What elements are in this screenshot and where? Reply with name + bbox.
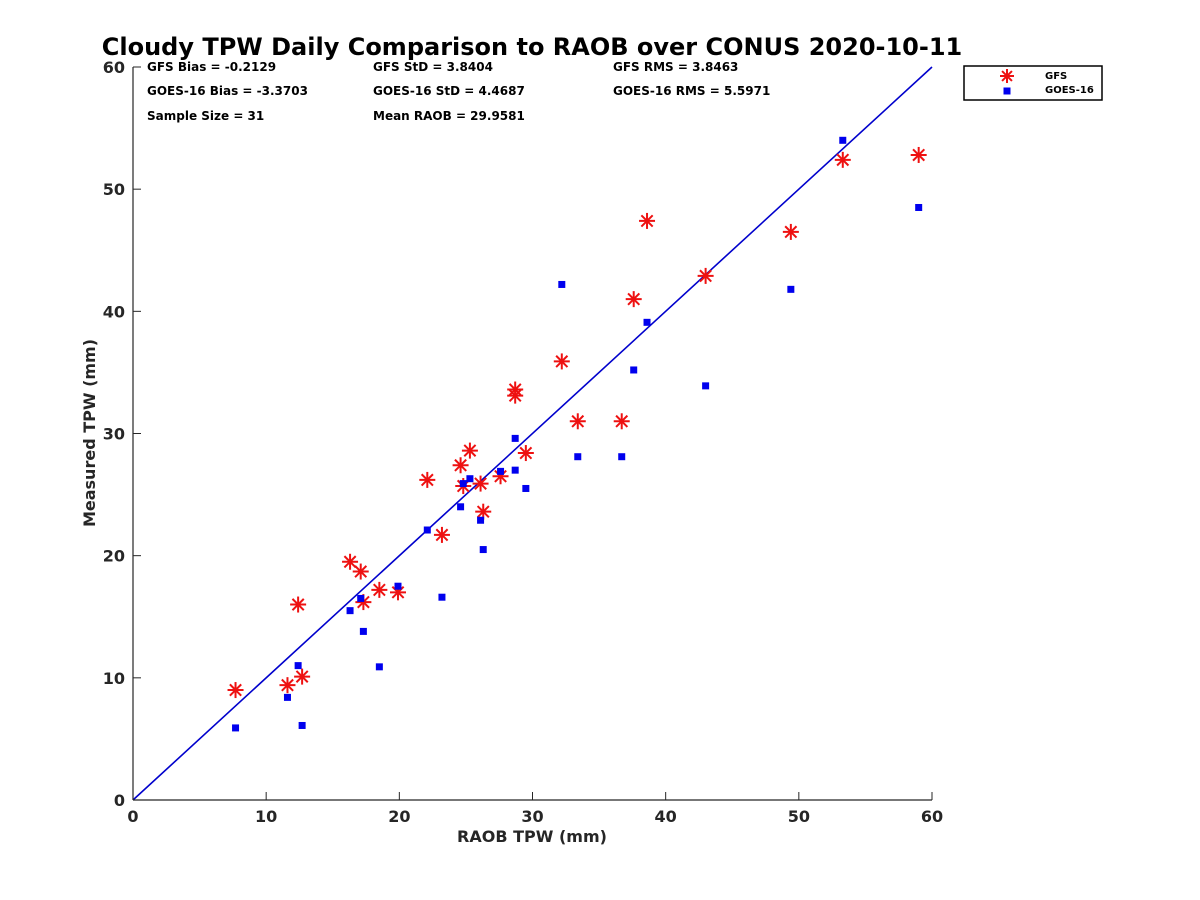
series-gfs [227,146,927,699]
data-point [522,484,530,492]
data-point [346,607,354,615]
y-axis-label: Measured TPW (mm) [80,339,99,527]
stat-text: GFS StD = 3.8404 [373,60,493,74]
data-point [618,453,626,461]
legend: GFS GOES-16 [963,65,1103,101]
data-point [697,267,714,284]
series-layer [227,136,927,732]
x-tick-label: 50 [788,807,810,826]
data-point [371,581,388,598]
data-point [459,480,467,488]
y-tick-label: 0 [114,791,125,810]
legend-marker-goes-16 [1003,87,1011,95]
data-point [613,413,630,430]
data-point [433,526,450,543]
y-tick-label: 20 [103,547,125,566]
data-point [782,223,799,240]
data-point [511,466,519,474]
data-point [507,387,524,404]
data-point [457,503,465,511]
x-tick-label: 40 [655,807,677,826]
y-tick-label: 30 [103,425,125,444]
legend-label: GOES-16 [1045,85,1094,96]
data-point [359,627,367,635]
series-goes-16 [232,136,923,732]
data-point [643,318,651,326]
data-point [475,503,492,520]
data-point [787,285,795,293]
data-point [834,151,851,168]
data-point [915,203,923,211]
data-point [466,475,474,483]
data-point [461,442,478,459]
data-point [279,677,296,694]
stat-text: GFS Bias = -0.2129 [147,60,276,74]
one-to-one-line [132,66,933,801]
y-tick-label: 10 [103,669,125,688]
y-tick-label: 50 [103,180,125,199]
y-tick-label: 40 [103,302,125,321]
data-point [630,366,638,374]
chart-title: Cloudy TPW Daily Comparison to RAOB over… [102,33,962,61]
axes-layer: 0 10 20 30 40 50 60 0 10 20 30 40 50 60 [103,58,943,826]
data-point [477,516,485,524]
data-point [639,212,656,229]
data-point [839,136,847,144]
data-point [497,467,505,475]
legend-label: GFS [1045,71,1067,82]
stat-text: Sample Size = 31 [147,109,264,123]
x-tick-label: 30 [521,807,543,826]
data-point [574,453,582,461]
data-point [702,382,710,390]
y-tick-label: 60 [103,58,125,77]
data-point [438,593,446,601]
stats-annotations: GFS Bias = -0.2129 GFS StD = 3.8404 GFS RM… [147,60,770,123]
data-point [283,693,291,701]
data-point [472,475,489,492]
data-point [294,662,302,670]
data-point [479,546,487,554]
data-point [294,668,311,685]
stat-text: GOES-16 RMS = 5.5971 [613,84,770,98]
data-point [298,721,306,729]
data-point [419,471,436,488]
stat-text: GFS RMS = 3.8463 [613,60,738,74]
x-axis-label: RAOB TPW (mm) [457,827,607,846]
x-tick-label: 0 [127,807,138,826]
data-point [569,413,586,430]
stat-text: Mean RAOB = 29.9581 [373,109,525,123]
data-point [227,682,244,699]
data-point [625,291,642,308]
data-point [511,434,519,442]
data-point [352,563,369,580]
x-tick-label: 60 [921,807,943,826]
x-tick-label: 10 [255,807,277,826]
data-point [290,596,307,613]
legend-box [963,65,1103,101]
legend-items: GFS GOES-16 [1000,69,1094,96]
data-point [375,663,383,671]
legend-marker-gfs [1000,69,1014,83]
plot-area: 0 10 20 30 40 50 60 0 10 20 30 40 50 60 [103,58,943,826]
data-point [553,353,570,370]
data-point [423,526,431,534]
data-point [394,582,402,590]
data-point [517,445,534,462]
data-point [232,724,240,732]
data-point [357,594,365,602]
stat-text: GOES-16 Bias = -3.3703 [147,84,308,98]
data-point [452,457,469,474]
x-tick-label: 20 [388,807,410,826]
data-point [558,280,566,288]
data-point [390,584,407,601]
data-point [342,553,359,570]
stat-text: GOES-16 StD = 4.4687 [373,84,525,98]
data-point [910,146,927,163]
